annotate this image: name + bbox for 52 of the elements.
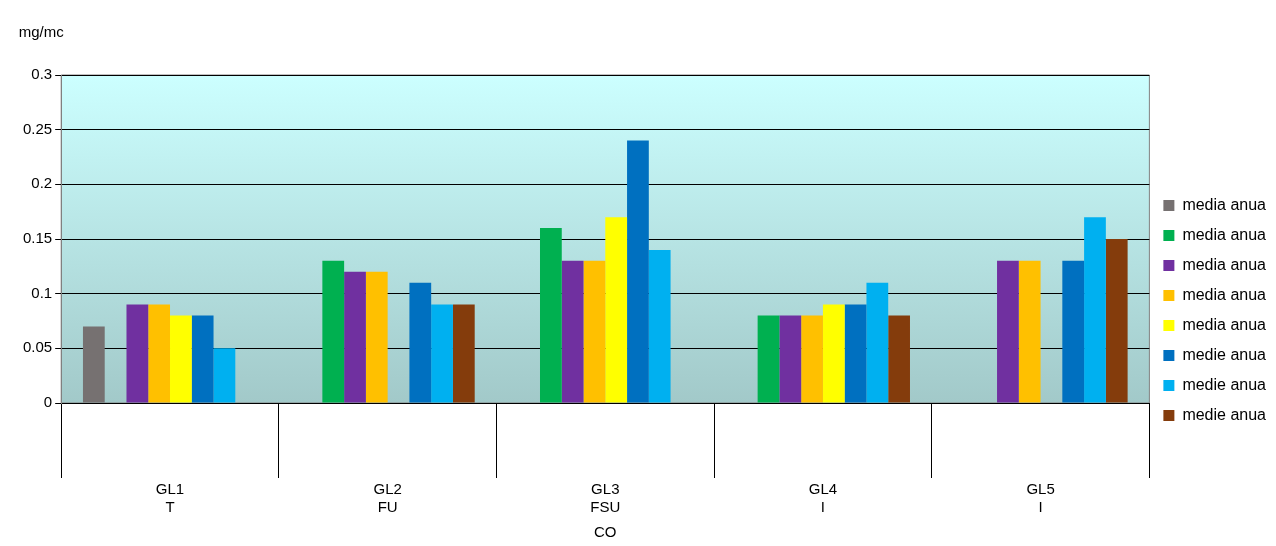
bar [648, 249, 671, 403]
bar [779, 315, 802, 403]
bar [1105, 239, 1128, 403]
bar [148, 304, 171, 403]
bar [801, 315, 823, 403]
x-tick-label: GL1 T [155, 480, 185, 516]
bar [997, 260, 1019, 403]
bar [82, 326, 105, 403]
y-tick-label: 0 [43, 393, 53, 411]
y-tick-label: 0.15 [22, 229, 53, 247]
y-tick-label: 0.05 [22, 338, 53, 356]
legend-label: medie anua [1182, 375, 1267, 393]
y-tick-label: 0.25 [22, 119, 53, 137]
bar [344, 271, 366, 403]
bar [213, 348, 236, 403]
bar [822, 304, 845, 403]
bar [561, 260, 584, 403]
y-tick-label: 0.2 [31, 174, 53, 192]
bar [452, 304, 475, 403]
legend-label: medie anua [1182, 405, 1267, 423]
y-axis-title: mg/mc [18, 22, 65, 40]
legend-label: media anua [1182, 255, 1267, 273]
legend-label: medie anua [1182, 345, 1267, 363]
x-tick-label: GL4 I [808, 480, 838, 516]
bar [409, 282, 432, 403]
legend-label: media anua [1182, 285, 1267, 303]
bar [126, 304, 149, 403]
bar [1084, 217, 1106, 403]
legend-label: media anua [1182, 225, 1267, 243]
bar [365, 271, 388, 403]
bar [583, 260, 606, 403]
x-axis-title: CO [594, 523, 617, 541]
bar [627, 140, 649, 403]
x-tick-label: GL2 FU [373, 480, 402, 516]
y-tick-label: 0.3 [31, 65, 53, 83]
y-tick-label: 0.1 [31, 283, 53, 301]
bar [844, 304, 867, 403]
bar [888, 315, 910, 403]
bar [431, 304, 453, 403]
bar [322, 260, 345, 403]
bar [540, 228, 562, 403]
bar [605, 217, 628, 403]
x-tick-label: GL3 FSU [590, 480, 621, 516]
legend-label: media anua [1182, 195, 1267, 213]
bar [1062, 260, 1085, 403]
bar [170, 315, 192, 403]
bar [1018, 260, 1041, 403]
x-tick-label: GL5 I [1026, 480, 1055, 516]
legend-label: media anua [1182, 315, 1267, 333]
bar [866, 282, 889, 403]
bar [191, 315, 214, 403]
bar [757, 315, 780, 403]
